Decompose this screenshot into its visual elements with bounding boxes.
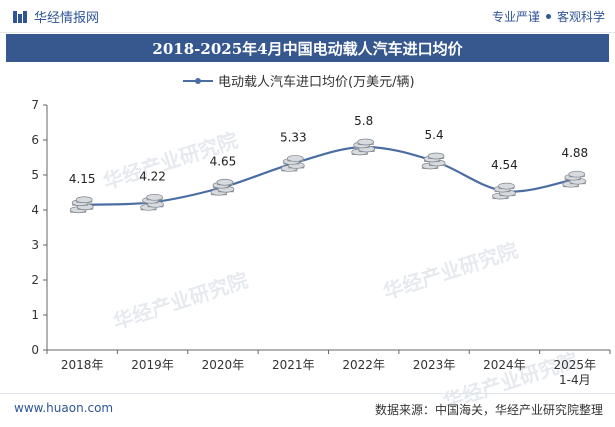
data-label: 5.4: [425, 128, 444, 142]
data-label: 4.15: [69, 172, 96, 186]
y-tick-label: 6: [31, 133, 39, 147]
data-label: 4.65: [210, 154, 237, 168]
x-tick-label: 2025年 1-4月: [554, 358, 597, 387]
coin-stack-icon: [140, 193, 164, 211]
line-chart: 电动载人汽车进口均价(万美元/辆) 0 1 2 3 4 5 6 7 2018年 2019年 2020年…: [31, 74, 611, 387]
brand: 华经情报网: [12, 7, 99, 26]
brand-name: 华经情报网: [34, 11, 100, 26]
legend-marker-icon: [195, 78, 201, 84]
coin-stack-icon: [280, 155, 305, 172]
dot-separator-icon: [545, 14, 551, 19]
y-tick-label: 7: [31, 98, 39, 112]
y-tick-label: 0: [31, 343, 39, 357]
legend-label: 电动载人汽车进口均价(万美元/辆): [218, 74, 415, 90]
x-tick-label: 2020年: [202, 358, 245, 372]
coin-stack-icon: [562, 170, 587, 188]
coin-stack-icon: [69, 196, 94, 214]
chart-title: 2018-2025年4月中国电动载人汽车进口均价: [152, 39, 463, 58]
coin-stack-icon: [210, 178, 235, 196]
x-tick-label: 2024年: [483, 358, 526, 372]
data-label: 5.33: [280, 130, 307, 144]
y-tick-label: 3: [31, 238, 39, 252]
coin-stack-icon: [351, 138, 376, 156]
x-tick-label: 2019年: [131, 358, 174, 372]
x-tick-label: 2022年: [342, 358, 385, 372]
coin-stack-icon: [421, 152, 446, 170]
huajing-logo-icon: [13, 10, 27, 23]
x-tick-label: 2023年: [413, 358, 456, 372]
tagline-right: 客观科学: [556, 10, 605, 24]
y-tick-label: 4: [31, 203, 39, 217]
data-label: 4.54: [491, 158, 518, 172]
x-tick-label: 2018年: [61, 358, 104, 372]
tagline: 专业严谨 客观科学: [492, 8, 605, 25]
y-tick-label: 5: [31, 168, 39, 182]
footer-website[interactable]: www.huaon.com: [14, 401, 114, 415]
data-label: 5.8: [354, 114, 373, 128]
y-tick-label: 2: [31, 273, 39, 287]
data-label: 4.88: [561, 146, 588, 160]
y-tick-label: 1: [31, 308, 39, 322]
data-label: 4.22: [139, 169, 166, 183]
footer-source: 数据来源：中国海关，华经产业研究院整理: [374, 403, 603, 417]
x-tick-label: 2021年: [272, 358, 315, 372]
top-bar: 华经情报网 专业严谨 客观科学: [0, 0, 615, 33]
title-bar: 2018-2025年4月中国电动载人汽车进口均价: [6, 34, 609, 62]
coin-stack-icon: [492, 182, 516, 200]
footer-divider: [0, 393, 615, 394]
tagline-left: 专业严谨: [491, 10, 540, 24]
